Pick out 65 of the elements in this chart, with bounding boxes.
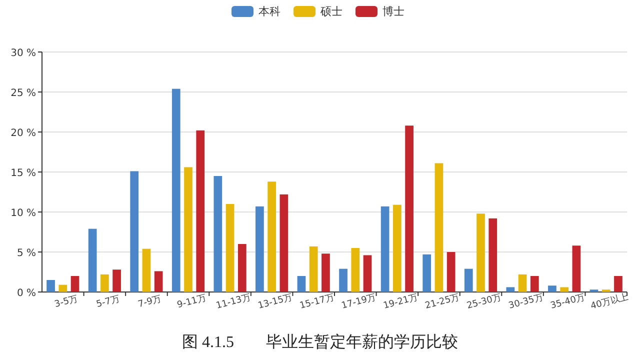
- bar: [46, 280, 55, 292]
- bar: [363, 255, 372, 292]
- bar: [488, 218, 498, 292]
- bar: [434, 163, 444, 292]
- bar: [256, 206, 264, 292]
- bar: [154, 271, 163, 292]
- bar: [446, 252, 456, 292]
- bar: [70, 276, 80, 292]
- y-tick-label: 10 %: [10, 208, 36, 219]
- y-tick-label: 25 %: [10, 88, 36, 99]
- x-tick-label: 13-15万: [257, 292, 294, 312]
- x-tick-label: 11-13万: [215, 292, 252, 312]
- bar: [351, 248, 360, 292]
- bar: [268, 182, 276, 292]
- x-tick-label: 7-9万: [137, 294, 163, 310]
- bar: [226, 204, 234, 292]
- bar: [405, 126, 414, 292]
- x-tick-label: 40万以上: [589, 291, 630, 312]
- bar: [518, 274, 527, 292]
- x-tick-label: 25-30万: [466, 292, 503, 312]
- legend-label: 本科: [258, 5, 280, 18]
- x-tick-label: 30-35万: [508, 292, 544, 312]
- x-tick-label: 9-11万: [176, 293, 208, 311]
- bar: [322, 254, 330, 292]
- x-tick-label: 21-25万: [424, 292, 461, 312]
- bar: [476, 214, 485, 292]
- x-tick-label: 17-19万: [340, 292, 378, 312]
- y-tick-label: 15 %: [10, 168, 36, 179]
- bar: [88, 228, 97, 292]
- y-tick-label: 5 %: [16, 248, 36, 259]
- bar: [214, 176, 222, 292]
- bar: [530, 276, 539, 292]
- bar: [572, 246, 581, 292]
- bar: [464, 268, 473, 292]
- y-tick-label: 30 %: [10, 48, 36, 59]
- bar: [184, 167, 192, 292]
- x-tick-label: 3-5万: [54, 294, 80, 310]
- bar: [58, 284, 68, 292]
- y-tick-label: 20 %: [10, 128, 36, 139]
- bar: [100, 274, 109, 292]
- text: 图 4.1.5 毕业生暂定年薪的学历比较: [182, 333, 458, 351]
- x-tick-label: 15-17万: [298, 292, 336, 312]
- bar: [614, 276, 622, 292]
- bar: [112, 270, 121, 292]
- bar: [238, 244, 246, 292]
- bar: [380, 206, 390, 292]
- legend-label: 硕士: [320, 5, 342, 18]
- bar: [309, 246, 318, 292]
- x-tick-label: 35-40万: [550, 292, 586, 312]
- bar: [422, 254, 432, 292]
- bar: [142, 248, 151, 292]
- bar: [393, 204, 402, 292]
- bar: [196, 130, 205, 292]
- bar: [172, 88, 180, 292]
- legend-label: 博士: [382, 5, 404, 18]
- bar: [130, 171, 139, 292]
- x-tick-label: 19-21万: [382, 292, 419, 312]
- bar: [548, 286, 556, 292]
- x-tick-label: 5-7万: [95, 294, 121, 310]
- bar: [297, 276, 306, 292]
- bar: [560, 287, 568, 292]
- bar: [280, 194, 288, 292]
- bar: [339, 268, 348, 292]
- y-tick-label: 0 %: [16, 288, 36, 299]
- bar: [506, 287, 515, 292]
